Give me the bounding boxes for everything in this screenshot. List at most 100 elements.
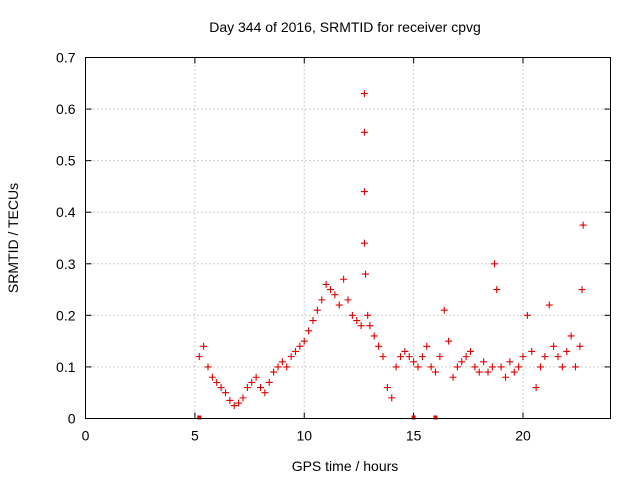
data-point bbox=[364, 311, 372, 319]
data-point bbox=[497, 363, 505, 371]
data-point bbox=[331, 291, 339, 299]
x-tick-label: 0 bbox=[82, 428, 90, 444]
data-point bbox=[418, 353, 426, 361]
data-point bbox=[528, 347, 536, 355]
data-point bbox=[462, 353, 470, 361]
y-tick-label: 0.7 bbox=[56, 50, 76, 66]
data-point bbox=[305, 327, 313, 335]
data-point bbox=[283, 363, 291, 371]
data-point bbox=[471, 363, 479, 371]
data-point bbox=[327, 286, 334, 294]
data-point bbox=[243, 384, 251, 392]
x-axis-label: GPS time / hours bbox=[292, 458, 399, 474]
data-point bbox=[375, 342, 383, 350]
data-point bbox=[453, 363, 461, 371]
data-point bbox=[200, 342, 208, 350]
data-point bbox=[458, 358, 466, 366]
data-point bbox=[313, 306, 321, 314]
data-point bbox=[467, 347, 474, 355]
data-point bbox=[427, 363, 435, 371]
data-point bbox=[383, 384, 391, 392]
y-tick-label: 0.6 bbox=[56, 101, 76, 117]
data-point bbox=[515, 363, 523, 371]
y-tick-label: 0.3 bbox=[56, 256, 76, 272]
data-point bbox=[567, 332, 575, 340]
data-point bbox=[510, 368, 518, 376]
y-tick-label: 0 bbox=[68, 411, 76, 427]
x-tick-label: 5 bbox=[191, 428, 199, 444]
data-point bbox=[449, 373, 457, 381]
chart-title: Day 344 of 2016, SRMTID for receiver cpv… bbox=[209, 19, 481, 35]
data-point bbox=[309, 317, 317, 325]
y-tick-label: 0.1 bbox=[56, 359, 76, 375]
data-point bbox=[545, 301, 553, 309]
y-tick-label: 0.5 bbox=[56, 153, 76, 169]
data-point bbox=[195, 353, 203, 361]
data-point bbox=[217, 384, 225, 392]
data-point bbox=[230, 402, 238, 410]
data-point bbox=[270, 368, 278, 376]
data-point bbox=[579, 221, 587, 229]
data-point bbox=[340, 275, 348, 283]
x-tick-label: 15 bbox=[406, 428, 422, 444]
data-point bbox=[558, 363, 566, 371]
data-point bbox=[265, 378, 273, 386]
data-point bbox=[410, 358, 418, 366]
gap-marker bbox=[411, 415, 416, 420]
data-point bbox=[226, 396, 234, 404]
data-point bbox=[491, 260, 499, 268]
data-point bbox=[261, 389, 269, 397]
data-point bbox=[208, 373, 216, 381]
axis-ticks: 0 0.1 0.2 0.3 0.4 0.5 0.6 0.7 0 5 10 15 20 bbox=[56, 50, 611, 444]
data-point bbox=[360, 90, 368, 98]
data-point bbox=[335, 301, 343, 309]
data-point bbox=[572, 363, 579, 371]
data-point bbox=[357, 322, 365, 330]
data-point bbox=[239, 394, 247, 402]
data-point bbox=[360, 128, 368, 136]
data-point bbox=[252, 373, 260, 381]
data-point bbox=[475, 368, 483, 376]
data-point bbox=[366, 322, 374, 330]
data-point bbox=[537, 363, 544, 371]
y-tick-label: 0.2 bbox=[56, 307, 76, 323]
data-point bbox=[300, 337, 308, 345]
data-point bbox=[318, 296, 326, 304]
data-point bbox=[423, 342, 431, 350]
data-points bbox=[195, 90, 587, 420]
data-point bbox=[532, 384, 540, 392]
data-point bbox=[292, 347, 299, 355]
data-point bbox=[563, 347, 571, 355]
data-point bbox=[502, 373, 509, 381]
data-point bbox=[213, 378, 221, 386]
data-point bbox=[204, 363, 212, 371]
gap-marker bbox=[433, 415, 438, 420]
data-point bbox=[360, 188, 368, 196]
data-point bbox=[287, 353, 295, 361]
data-point bbox=[235, 399, 243, 407]
data-point bbox=[578, 286, 586, 294]
plot-frame bbox=[85, 57, 611, 419]
data-point bbox=[401, 347, 409, 355]
data-point bbox=[488, 363, 496, 371]
data-point bbox=[278, 358, 286, 366]
data-point bbox=[576, 342, 584, 350]
data-point bbox=[348, 311, 356, 319]
data-point bbox=[296, 342, 304, 350]
data-point bbox=[388, 394, 396, 402]
data-point bbox=[322, 280, 330, 288]
grid bbox=[85, 57, 611, 419]
data-point bbox=[541, 353, 549, 361]
data-point bbox=[432, 368, 439, 376]
data-point bbox=[414, 363, 422, 371]
data-point bbox=[353, 317, 361, 325]
data-point bbox=[550, 342, 558, 350]
data-point bbox=[493, 286, 501, 294]
y-tick-label: 0.4 bbox=[56, 204, 76, 220]
gap-marker bbox=[197, 415, 202, 420]
data-point bbox=[436, 353, 444, 361]
data-point bbox=[392, 363, 400, 371]
data-point bbox=[480, 358, 488, 366]
data-point bbox=[440, 306, 448, 314]
